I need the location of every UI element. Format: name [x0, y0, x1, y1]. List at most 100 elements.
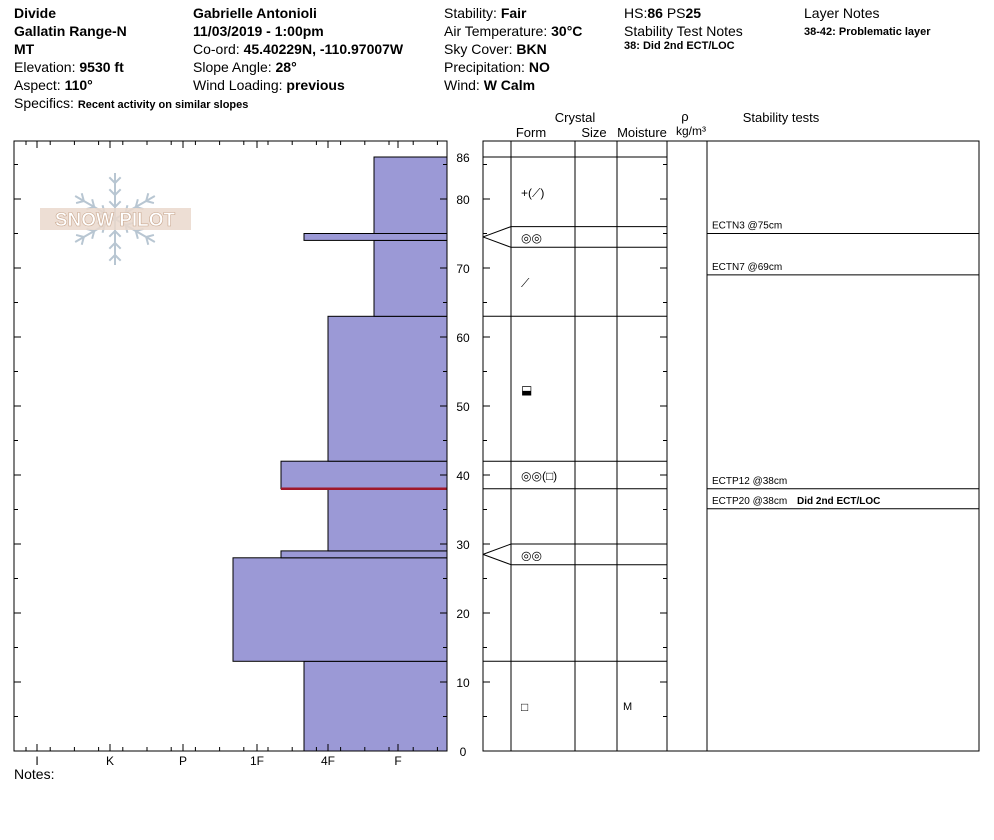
hardness-tick-label: 4F: [321, 754, 335, 768]
snowflake-branch: [145, 193, 150, 202]
crystal-form: ◎◎(□): [521, 469, 557, 483]
hardness-layer-bar: [373, 156, 448, 234]
density-symbol: ρ: [681, 109, 688, 124]
observer-name: Gabrielle Antonioli: [193, 5, 317, 21]
hardness-layer-bar: [303, 660, 448, 752]
snowpilot-logo: SNOW PILOT: [40, 173, 191, 265]
form-header: Form: [516, 125, 546, 140]
coord-field: Co-ord: 45.40229N, -110.97007W: [193, 41, 404, 57]
crystal-form: ◎◎: [521, 231, 542, 245]
depth-tick-label: 10: [456, 676, 470, 690]
layer-connector-slanted: [482, 543, 512, 555]
range-name: Gallatin Range-N: [14, 23, 127, 39]
aspect-field: Aspect: 110°: [14, 77, 93, 93]
snowflake-branch: [145, 200, 155, 205]
sky-cover-field: Sky Cover: BKN: [444, 41, 547, 57]
hardness-tick-label: K: [106, 754, 114, 768]
crystal-form: □: [521, 700, 528, 714]
size-header: Size: [581, 125, 606, 140]
snowflake-branch: [134, 230, 139, 239]
hardness-layer-bar: [280, 550, 448, 559]
stability-test-result: ECTN3 @75cm: [712, 221, 782, 232]
snowflake-branch: [108, 200, 116, 208]
depth-tick-label: 30: [456, 538, 470, 552]
snowflake-branch: [114, 188, 122, 196]
stability-test-result: ECTP12 @38cm: [712, 476, 787, 487]
hardness-axis: I K P 1F 4F F: [25, 141, 438, 768]
depth-tick-label: 70: [456, 262, 470, 276]
hardness-layer-bar: [373, 239, 448, 317]
layer-connector-slanted: [482, 236, 512, 248]
layer-connector-slanted: [482, 553, 512, 566]
location-title: Divide: [14, 5, 57, 21]
crystal-form: ◎◎: [521, 548, 542, 562]
datetime-field: 11/03/2019 - 1:00pm: [193, 23, 324, 39]
stability-field: Stability: Fair: [444, 5, 527, 21]
snowflake-branch: [108, 242, 116, 250]
logo-text: SNOW PILOT: [55, 210, 176, 231]
snowflake-branch: [114, 254, 122, 262]
air-temp-field: Air Temperature: 30°C: [444, 23, 583, 39]
wind-loading-field: Wind Loading: previous: [193, 77, 345, 93]
hardness-tick-label: F: [394, 754, 401, 768]
crystal-form: ⟋: [521, 276, 530, 290]
snowflake-branch: [80, 236, 85, 245]
stability-test-result: ECTP20 @38cm: [712, 496, 787, 507]
snowflake-branch: [145, 236, 150, 245]
hardness-layers: [232, 156, 448, 752]
snowflake-branch: [114, 242, 122, 250]
stability-test-result: ECTN7 @69cm: [712, 262, 782, 273]
elevation-field: Elevation: 9530 ft: [14, 59, 124, 75]
snowflake-branch: [108, 188, 116, 196]
crystal-layers: □ M ◎◎ ◎◎(□) ⬓ ⟋ ◎◎ +(⟋): [482, 156, 667, 714]
hardness-tick-label: P: [179, 754, 187, 768]
hardness-layer-bar: [327, 488, 448, 552]
depth-tick-label: 0: [460, 745, 467, 759]
crystal-form: ⬓: [521, 383, 532, 397]
notes-label: Notes:: [14, 766, 54, 782]
snowflake-branch: [80, 193, 85, 202]
crystal-header: Crystal: [555, 110, 596, 125]
layer-notes-title: Layer Notes: [804, 5, 880, 21]
hardness-layer-bar: [327, 315, 448, 462]
hardness-plot-frame: [13, 140, 448, 752]
snowflake-branch: [114, 176, 122, 184]
layer-connector-slanted: [482, 226, 512, 238]
hardness-tick-label: 1F: [250, 754, 264, 768]
snowflake-branch: [75, 200, 85, 205]
layer-note: 38-42: Problematic layer: [804, 26, 931, 38]
hardness-tick-label: I: [35, 754, 38, 768]
density-unit: kg/m³: [676, 124, 706, 138]
stability-test-notes-title: Stability Test Notes: [624, 23, 743, 39]
hardness-layer-bar: [303, 233, 448, 241]
snowflake-branch: [134, 199, 139, 208]
stability-test-comment: Did 2nd ECT/LOC: [797, 496, 880, 507]
snowflake-branch: [75, 233, 85, 238]
depth-top-label: 86: [456, 151, 470, 165]
wind-field: Wind: W Calm: [444, 77, 536, 93]
specifics-field: Specifics: Recent activity on similar sl…: [14, 95, 249, 111]
snowflake-branch: [108, 230, 116, 238]
moisture-header: Moisture: [617, 125, 667, 140]
hardness-layer-bar: [280, 460, 448, 490]
stability-tests-header: Stability tests: [743, 110, 820, 125]
depth-tick-label: 50: [456, 400, 470, 414]
crystal-table-frame: [482, 140, 980, 752]
depth-tick-label: 40: [456, 469, 470, 483]
state-name: MT: [14, 41, 35, 57]
crystal-form: +(⟋): [521, 186, 544, 200]
snowflake-branch: [108, 254, 116, 262]
stability-test-note: 38: Did 2nd ECT/LOC: [624, 40, 735, 52]
crystal-moisture: M: [623, 701, 632, 713]
depth-tick-label: 20: [456, 607, 470, 621]
hs-ps-field: HS:86 PS25: [624, 5, 702, 21]
snowflake-branch: [114, 200, 122, 208]
snowflake-branch: [91, 230, 96, 239]
slope-angle-field: Slope Angle: 28°: [193, 59, 297, 75]
depth-axis: 0 10 20 30 40 50 60 70 80 86: [14, 151, 667, 759]
snowflake-branch: [108, 176, 116, 184]
stability-tests-list: ECTN3 @75cm ECTN7 @69cm ECTP12 @38cm ECTP20…: [707, 221, 979, 510]
precipitation-field: Precipitation: NO: [444, 59, 550, 75]
snowflake-branch: [114, 230, 122, 238]
